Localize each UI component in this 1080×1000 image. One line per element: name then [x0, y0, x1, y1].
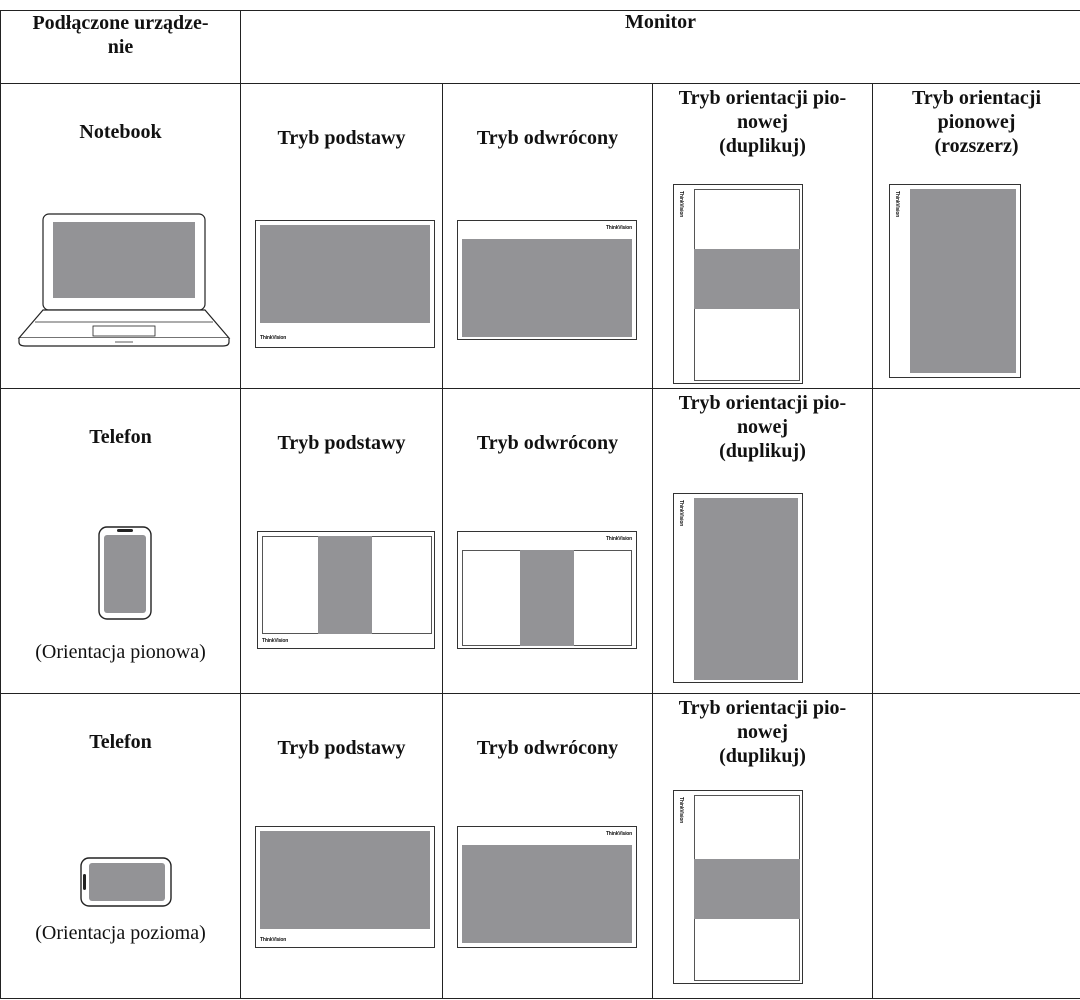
device-caption: (Orientacja pionowa) — [35, 641, 206, 663]
device-cell-notebook: Notebook — [0, 83, 241, 389]
screen-fill — [694, 498, 798, 680]
mode-cell: Tryb orientacji pio- nowej (duplikuj) Th… — [652, 83, 873, 389]
connection-table: Podłączone urządze- nie Monitor Notebook… — [0, 10, 1080, 999]
screen-fill — [260, 831, 430, 929]
mode-title: Tryb orientacji pio- nowej (duplikuj) — [678, 697, 847, 767]
mode-cell: Tryb odwrócony ThinkVision — [442, 83, 653, 389]
monitor-portrait-duplicate: ThinkVision — [673, 790, 803, 984]
laptop-icon — [17, 213, 231, 347]
screen-fill — [462, 845, 632, 943]
phone-landscape-icon — [80, 857, 172, 907]
device-cell-phone-landscape: Telefon (Orientacja pozioma) — [0, 693, 241, 999]
mode-cell: Tryb podstawy ThinkVision — [240, 83, 443, 389]
screen-fill — [260, 225, 430, 323]
monitor-base-mode: ThinkVision — [255, 220, 435, 348]
screen-fill — [694, 859, 800, 919]
header-monitor: Monitor — [239, 10, 1080, 84]
mode-cell: Tryb podstawy ThinkVision — [240, 388, 443, 694]
brand-tag: ThinkVision — [678, 797, 684, 824]
screen-fill — [318, 536, 372, 634]
mode-title: Tryb podstawy — [277, 127, 406, 149]
mode-cell: Tryb orientacji pio- nowej (duplikuj) Th… — [652, 388, 873, 694]
mode-cell: Tryb orientacji pionowej (rozszerz) Thin… — [871, 83, 1080, 389]
monitor-reverse-mode: ThinkVision — [457, 531, 637, 649]
brand-tag: ThinkVision — [260, 335, 287, 341]
monitor-portrait-duplicate: ThinkVision — [673, 493, 803, 683]
brand-tag: ThinkVision — [605, 831, 632, 837]
mode-title: Tryb odwrócony — [476, 737, 619, 759]
device-label: Telefon — [89, 731, 152, 753]
device-label: Notebook — [79, 121, 162, 143]
device-cell-phone-portrait: Telefon (Orientacja pionowa) — [0, 388, 241, 694]
screen-fill — [520, 550, 574, 646]
screen-fill — [694, 249, 800, 309]
empty-cell — [871, 388, 1080, 694]
mode-cell: Tryb orientacji pio- nowej (duplikuj) Th… — [652, 693, 873, 999]
monitor-portrait-extend: ThinkVision — [889, 184, 1021, 378]
monitor-base-mode: ThinkVision — [257, 531, 435, 649]
mode-title: Tryb orientacji pionowej (rozszerz) — [911, 87, 1042, 157]
brand-tag: ThinkVision — [678, 191, 684, 218]
screen-fill — [910, 189, 1016, 373]
mode-title: Tryb odwrócony — [476, 432, 619, 454]
mode-title: Tryb orientacji pio- nowej (duplikuj) — [678, 87, 847, 157]
mode-title: Tryb podstawy — [277, 432, 406, 454]
monitor-portrait-duplicate: ThinkVision — [673, 184, 803, 384]
empty-cell — [871, 693, 1080, 999]
brand-tag: ThinkVision — [262, 638, 289, 644]
phone-portrait-icon — [98, 526, 152, 620]
mode-cell: Tryb odwrócony ThinkVision — [442, 693, 653, 999]
brand-tag: ThinkVision — [894, 191, 900, 218]
mode-title: Tryb orientacji pio- nowej (duplikuj) — [678, 392, 847, 462]
brand-tag: ThinkVision — [260, 937, 287, 943]
monitor-base-mode: ThinkVision — [255, 826, 435, 948]
monitor-reverse-mode: ThinkVision — [457, 220, 637, 340]
mode-cell: Tryb odwrócony ThinkVision — [442, 388, 653, 694]
header-device: Podłączone urządze- nie — [0, 10, 241, 84]
screen-fill — [462, 239, 632, 337]
monitor-reverse-mode: ThinkVision — [457, 826, 637, 948]
mode-title: Tryb odwrócony — [476, 127, 619, 149]
mode-cell: Tryb podstawy ThinkVision — [240, 693, 443, 999]
brand-tag: ThinkVision — [678, 500, 684, 527]
device-label: Telefon — [89, 426, 152, 448]
brand-tag: ThinkVision — [605, 536, 632, 542]
brand-tag: ThinkVision — [605, 225, 632, 231]
device-caption: (Orientacja pozioma) — [35, 922, 206, 944]
mode-title: Tryb podstawy — [277, 737, 406, 759]
